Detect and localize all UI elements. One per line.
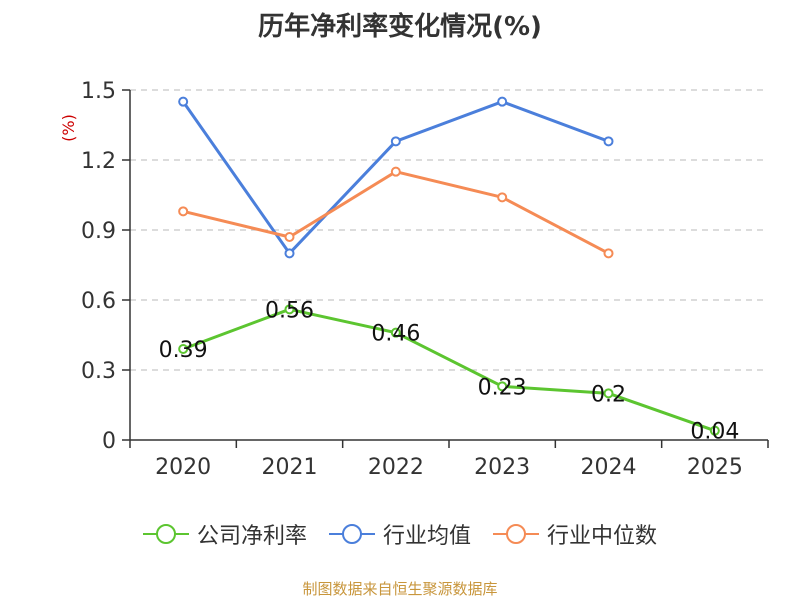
x-tick-label: 2024 <box>581 455 637 480</box>
data-point <box>497 192 508 203</box>
series-lines <box>178 96 720 436</box>
data-point <box>603 388 614 399</box>
data-point <box>284 248 295 259</box>
data-point <box>603 136 614 147</box>
data-point <box>390 136 401 147</box>
data-label: 0.23 <box>478 375 527 400</box>
y-tick-label: 0.6 <box>81 289 116 314</box>
x-tick-label: 2020 <box>155 455 211 480</box>
source-footer: 制图数据来自恒生聚源数据库 <box>302 580 498 598</box>
x-tick-label: 2023 <box>474 455 530 480</box>
legend-label: 行业中位数 <box>547 524 658 549</box>
series-line <box>182 170 610 255</box>
legend-item-industry-median[interactable]: 行业中位数 <box>493 518 657 550</box>
axes: 0 0.3 0.6 0.9 1.2 1.5 2020 2021 2022 2023 2024 2025 <box>81 79 769 480</box>
data-point <box>497 96 508 107</box>
legend-label: 公司净利率 <box>196 524 307 549</box>
legend-marker-icon <box>328 524 375 544</box>
data-point <box>497 381 508 392</box>
x-tick-label: 2022 <box>368 455 424 480</box>
legend-marker-icon <box>142 524 189 544</box>
x-tick-label: 2025 <box>687 455 743 480</box>
legend-item-industry-mean[interactable]: 行业均值 <box>328 518 471 550</box>
data-label: 0.56 <box>265 298 314 323</box>
data-point <box>390 166 401 177</box>
data-point <box>709 425 720 436</box>
data-label: 0.2 <box>591 382 626 407</box>
series-line <box>182 307 716 433</box>
data-label: 0.39 <box>159 338 208 363</box>
y-tick-label: 0 <box>102 429 116 454</box>
legend-marker-icon <box>493 524 539 544</box>
data-label: 0.46 <box>371 322 420 347</box>
data-point <box>178 96 189 107</box>
legend-item-net-margin[interactable]: 公司净利率 <box>142 518 307 550</box>
y-tick-label: 1.2 <box>81 149 116 174</box>
y-tick-label: 0.9 <box>81 219 116 244</box>
data-point <box>284 304 295 315</box>
y-tick-label: 1.5 <box>81 79 116 104</box>
data-label: 0.04 <box>690 420 739 445</box>
data-labels: 0.39 0.56 0.46 0.23 0.2 0.04 <box>159 298 740 444</box>
data-point <box>603 248 614 259</box>
data-point <box>178 344 189 354</box>
y-axis-label: (%) <box>59 114 78 142</box>
legend-label: 行业均值 <box>382 524 471 549</box>
legend: 公司净利率 行业均值 行业中位数 <box>0 518 800 550</box>
chart-title: 历年净利率变化情况(%) <box>258 12 542 42</box>
grid-lines <box>130 89 768 371</box>
x-tick-label: 2021 <box>262 455 318 480</box>
y-tick-label: 0.3 <box>81 359 116 384</box>
data-point <box>284 232 295 242</box>
data-point <box>178 206 189 217</box>
data-point <box>390 327 401 338</box>
